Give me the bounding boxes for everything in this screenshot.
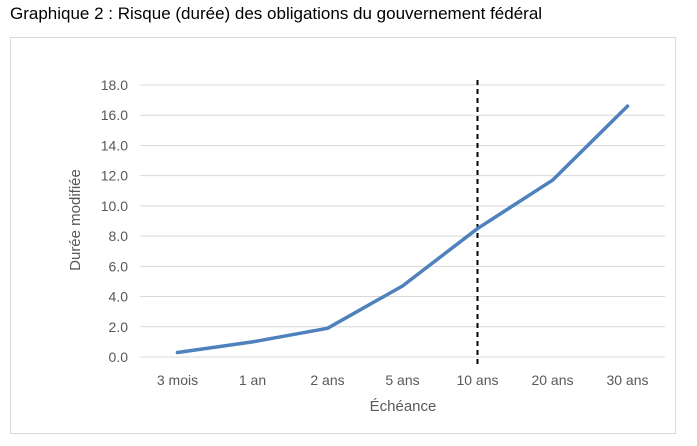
data-point xyxy=(550,178,555,182)
chart-title: Graphique 2 : Risque (durée) des obligat… xyxy=(10,4,543,23)
x-tick-label: 5 ans xyxy=(385,372,419,388)
y-tick-label: 10.0 xyxy=(101,198,128,214)
y-tick-label: 0.0 xyxy=(109,349,129,365)
y-tick-label: 4.0 xyxy=(109,289,129,305)
y-tick-label: 2.0 xyxy=(109,319,129,335)
y-tick-label: 12.0 xyxy=(101,168,128,184)
x-tick-label: 20 ans xyxy=(531,372,573,388)
y-tick-label: 8.0 xyxy=(109,228,129,244)
y-tick-label: 16.0 xyxy=(101,107,128,123)
data-point xyxy=(175,350,180,355)
x-tick-label: 30 ans xyxy=(606,372,648,388)
data-point xyxy=(625,104,630,108)
series-line xyxy=(175,104,630,355)
y-tick-label: 6.0 xyxy=(109,258,129,274)
data-point xyxy=(250,340,255,344)
chart-frame xyxy=(10,37,676,434)
x-tick-label: 2 ans xyxy=(310,372,344,388)
series-lines xyxy=(175,104,630,355)
y-tick-label: 14.0 xyxy=(101,137,128,153)
x-axis-label: Échéance xyxy=(370,398,437,415)
data-point xyxy=(475,226,480,231)
y-axis-label: Durée modifiée xyxy=(67,169,84,271)
x-tick-label: 3 mois xyxy=(157,372,198,388)
x-tick-labels: 3 mois 1 an 2 ans 5 ans 10 ans 20 ans 30 ans xyxy=(157,372,649,388)
gridlines xyxy=(140,84,665,358)
x-tick-label: 10 ans xyxy=(456,372,498,388)
x-tick-label: 1 an xyxy=(239,372,266,388)
data-point xyxy=(400,284,405,288)
data-point xyxy=(325,326,330,330)
y-tick-label: 18.0 xyxy=(101,77,128,93)
y-tick-labels: 0.0 2.0 4.0 6.0 8.0 10.0 12.0 14.0 16.0 18.0 xyxy=(101,77,128,365)
